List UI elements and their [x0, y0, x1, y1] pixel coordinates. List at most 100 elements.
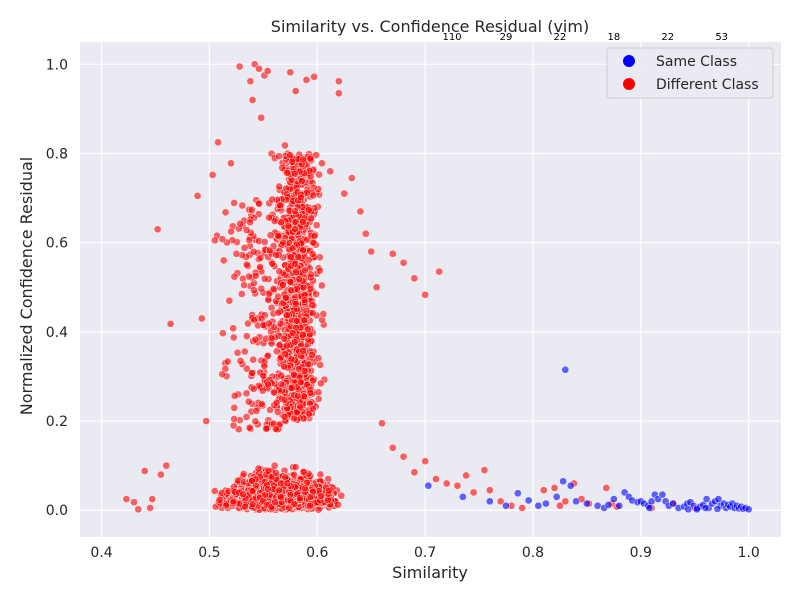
- data-point-different-class: [246, 77, 255, 86]
- data-point-different-class: [299, 283, 308, 292]
- data-point-different-class: [296, 403, 305, 412]
- data-point-different-class: [270, 388, 278, 397]
- data-point-different-class: [314, 354, 323, 363]
- data-point-different-class: [233, 348, 242, 357]
- data-point-different-class: [229, 324, 237, 333]
- data-point-different-class: [265, 319, 273, 328]
- data-point-different-class: [334, 77, 343, 86]
- data-point-same-class: [485, 497, 494, 506]
- data-point-different-class: [248, 96, 257, 104]
- data-point-different-class: [202, 417, 211, 425]
- y-axis-title: Normalized Confidence Residual: [17, 157, 36, 415]
- data-point-different-class: [299, 246, 308, 254]
- plot-area: [80, 42, 781, 537]
- data-point-different-class: [292, 268, 300, 277]
- data-point-different-class: [240, 244, 249, 252]
- data-point-different-class: [241, 502, 250, 511]
- data-point-different-class: [238, 201, 247, 210]
- data-point-different-class: [242, 260, 251, 269]
- data-point-different-class: [334, 500, 342, 509]
- data-point-different-class: [275, 341, 284, 350]
- data-point-different-class: [291, 463, 300, 472]
- data-point-different-class: [287, 383, 296, 392]
- data-point-different-class: [134, 505, 143, 514]
- data-point-different-class: [244, 397, 253, 406]
- data-point-different-class: [296, 378, 305, 387]
- data-point-different-class: [210, 487, 219, 495]
- data-point-different-class: [225, 296, 234, 305]
- data-point-different-class: [283, 311, 291, 320]
- bin-count-labels: 110 29 22 18 22 53: [443, 32, 729, 43]
- data-point-different-class: [162, 461, 171, 470]
- data-point-same-class: [514, 489, 522, 498]
- data-point-different-class: [269, 285, 278, 293]
- data-point-different-class: [250, 316, 259, 324]
- legend-box: [606, 47, 774, 99]
- data-point-different-class: [270, 217, 279, 225]
- x-tick-label: 0.8: [522, 545, 544, 561]
- data-point-different-class: [273, 408, 282, 416]
- data-point-different-class: [337, 491, 346, 500]
- data-point-different-class: [148, 495, 157, 503]
- data-point-different-class: [146, 504, 154, 512]
- data-point-different-class: [306, 501, 314, 510]
- data-point-same-class: [542, 499, 550, 508]
- data-point-different-class: [290, 414, 298, 423]
- grid: [80, 42, 781, 537]
- data-point-different-class: [518, 504, 527, 512]
- data-point-different-class: [410, 274, 419, 283]
- data-point-different-class: [227, 227, 235, 236]
- data-point-different-class: [293, 316, 302, 325]
- data-point-different-class: [317, 281, 326, 290]
- data-point-different-class: [317, 379, 325, 388]
- data-point-different-class: [602, 484, 611, 492]
- data-point-different-class: [496, 497, 505, 506]
- data-point-different-class: [153, 225, 162, 234]
- data-point-different-class: [432, 475, 440, 483]
- data-point-different-class: [210, 236, 219, 245]
- data-point-different-class: [284, 222, 293, 230]
- data-point-different-class: [295, 275, 304, 283]
- data-point-different-class: [277, 380, 286, 389]
- data-point-different-class: [272, 398, 281, 407]
- data-point-different-class: [308, 301, 317, 309]
- data-point-different-class: [288, 244, 297, 253]
- data-point-different-class: [140, 467, 149, 475]
- data-point-different-class: [272, 468, 280, 477]
- data-point-different-class: [291, 259, 300, 268]
- data-point-different-class: [347, 174, 356, 182]
- data-point-different-class: [271, 498, 279, 507]
- data-point-different-class: [309, 487, 317, 496]
- data-point-different-class: [274, 308, 283, 317]
- data-point-different-class: [283, 479, 292, 488]
- data-point-different-class: [265, 289, 273, 298]
- data-point-same-class: [647, 497, 656, 506]
- data-point-different-class: [264, 380, 272, 389]
- legend: Same Class Different Class: [606, 47, 774, 99]
- data-point-different-class: [291, 225, 299, 233]
- data-point-different-class: [288, 329, 297, 337]
- x-tick-label: 0.9: [630, 545, 652, 561]
- data-point-different-class: [469, 488, 478, 497]
- data-point-different-class: [302, 76, 311, 84]
- data-point-same-class: [559, 477, 568, 486]
- data-point-different-class: [399, 258, 408, 267]
- data-point-different-class: [130, 498, 138, 507]
- data-point-different-class: [361, 229, 370, 238]
- data-point-different-class: [281, 141, 289, 150]
- data-point-different-class: [399, 452, 408, 461]
- data-point-different-class: [240, 281, 248, 289]
- legend-marker-same-class: [623, 55, 635, 67]
- data-point-same-class: [702, 495, 711, 503]
- data-point-different-class: [218, 370, 227, 379]
- data-point-different-class: [561, 497, 570, 506]
- data-point-different-class: [276, 319, 285, 328]
- data-point-different-class: [215, 496, 224, 504]
- data-point-different-class: [227, 159, 235, 168]
- y-tick-label: 0.6: [46, 236, 68, 252]
- data-point-different-class: [248, 477, 256, 485]
- data-point-different-class: [230, 199, 238, 207]
- data-point-different-class: [312, 221, 321, 230]
- data-point-different-class: [260, 274, 269, 283]
- x-tick-label: 0.7: [414, 545, 436, 561]
